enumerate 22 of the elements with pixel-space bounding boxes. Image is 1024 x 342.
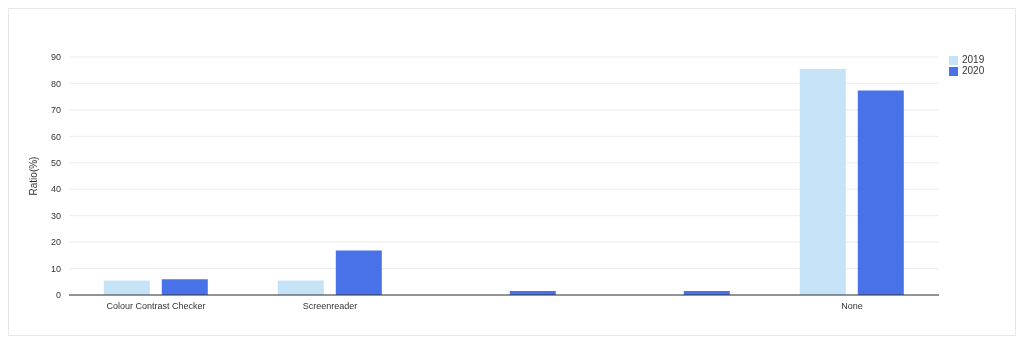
y-tick-label: 20: [50, 237, 61, 248]
y-tick-label: 0: [55, 290, 61, 301]
y-tick-label: 80: [50, 78, 61, 89]
y-tick-label: 40: [50, 184, 61, 195]
bar: [161, 279, 208, 295]
x-tick-label: None: [841, 301, 863, 312]
bar: [277, 280, 324, 295]
y-axis-title: Ratio(%): [27, 156, 39, 196]
y-tick-label: 70: [50, 105, 61, 116]
bar: [335, 250, 382, 295]
y-tick-label: 60: [50, 131, 61, 142]
y-tick-label: 30: [50, 210, 61, 221]
bar: [857, 90, 904, 295]
y-tick-label: 50: [50, 157, 61, 168]
x-tick-label: Colour Contrast Checker: [106, 301, 206, 312]
bar: [103, 280, 150, 295]
legend-label: 2019: [962, 54, 985, 65]
x-tick-label: Screenreader: [302, 301, 358, 312]
y-tick-label: 90: [50, 52, 61, 63]
legend-label: 2020: [962, 65, 985, 76]
y-tick-label: 10: [50, 263, 61, 274]
bar: [799, 68, 846, 295]
